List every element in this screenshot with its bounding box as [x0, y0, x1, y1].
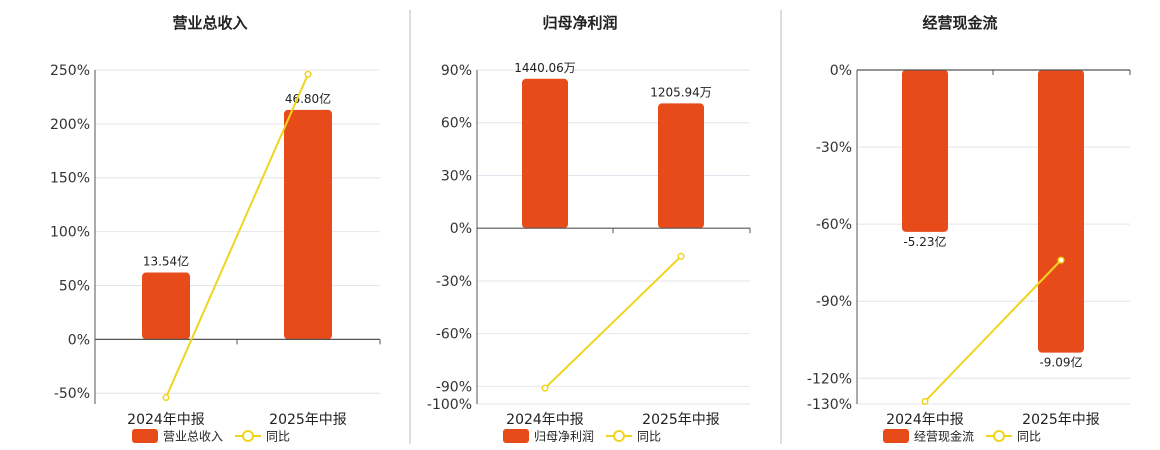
yoy-point-2024年中报: [921, 397, 929, 405]
legend-bar-label: 经营现金流: [914, 429, 974, 444]
bar-2024年中报: [142, 272, 190, 340]
bar-data-label: 13.54亿: [143, 254, 189, 269]
y-tick-label: -130%: [807, 397, 852, 413]
x-tick-label: 2025年中报: [1022, 412, 1100, 428]
chart-title: 经营现金流: [922, 14, 997, 32]
bar-data-label: -5.23亿: [903, 234, 946, 249]
y-tick-label: 90%: [441, 63, 472, 79]
y-tick-label: 0%: [68, 332, 90, 348]
y-tick-label: -30%: [816, 140, 852, 156]
legend-line-marker: [993, 430, 1005, 442]
y-tick-label: 60%: [441, 116, 472, 132]
yoy-line: [165, 73, 309, 398]
y-tick-label: -50%: [54, 386, 90, 402]
yoy-line: [544, 255, 682, 389]
x-tick-label: 2024年中报: [506, 412, 584, 428]
y-tick-label: -60%: [436, 327, 472, 343]
y-tick-label: 100%: [50, 225, 90, 241]
legend-line-label: 同比: [637, 430, 661, 444]
legend-bar-label: 营业总收入: [163, 430, 223, 444]
x-tick-label: 2024年中报: [127, 412, 205, 428]
bar-data-label: 46.80亿: [285, 91, 331, 106]
y-tick-label: 0%: [450, 221, 472, 237]
bar-data-label: 1205.94万: [650, 85, 712, 99]
legend-line-label: 同比: [1017, 430, 1041, 444]
bar-data-label: -9.09亿: [1039, 355, 1082, 370]
y-tick-label: -90%: [436, 379, 472, 395]
bar-2024年中报: [522, 78, 568, 229]
y-tick-label: -30%: [436, 274, 472, 290]
legend-bar-swatch: [883, 429, 909, 443]
y-tick-label: -60%: [816, 217, 852, 233]
chart-panel-1: 营业总收入 250% 200% 150% 100% 50% 0% -50% 13.54亿 46.8…: [50, 14, 381, 444]
yoy-point-2025年中报: [304, 70, 312, 78]
yoy-line: [924, 259, 1062, 403]
y-tick-label: 50%: [59, 278, 90, 294]
yoy-point-2025年中报: [677, 252, 685, 260]
y-tick-label: -100%: [427, 397, 472, 413]
y-tick-label: 0%: [830, 63, 852, 79]
bar-2025年中报: [1038, 70, 1084, 353]
y-tick-label: 250%: [50, 63, 90, 79]
legend-line-marker: [242, 430, 254, 442]
y-tick-label: -90%: [816, 294, 852, 310]
chart-panel-3: 经营现金流 0% -30% -60% -90% -120% -130% -5.23亿 -9.09…: [807, 14, 1131, 444]
bar-2024年中报: [902, 70, 948, 232]
legend-line-label: 同比: [266, 430, 290, 444]
yoy-point-2024年中报: [541, 384, 549, 392]
legend-bar-label: 归母净利润: [534, 430, 594, 444]
y-tick-label: 150%: [50, 171, 90, 187]
x-tick-label: 2025年中报: [269, 412, 347, 428]
chart-panel-2: 归母净利润 90% 60% 30% 0% -30% -60% -90% -100% 1440.06…: [427, 14, 751, 444]
bar-data-label: 1440.06万: [514, 61, 576, 75]
x-tick-label: 2024年中报: [886, 412, 964, 428]
y-tick-label: 30%: [441, 168, 472, 184]
x-tick-label: 2025年中报: [642, 412, 720, 428]
legend-line-marker: [613, 430, 625, 442]
chart-title: 归母净利润: [542, 14, 617, 32]
bar-2025年中报: [284, 109, 332, 340]
legend-bar-swatch: [132, 429, 158, 443]
y-tick-label: -120%: [807, 371, 852, 387]
bar-2025年中报: [658, 103, 704, 229]
legend-bar-swatch: [503, 429, 529, 443]
y-tick-label: 200%: [50, 117, 90, 133]
chart-title: 营业总收入: [172, 14, 247, 32]
yoy-point-2025年中报: [1057, 256, 1065, 264]
yoy-point-2024年中报: [162, 393, 170, 402]
